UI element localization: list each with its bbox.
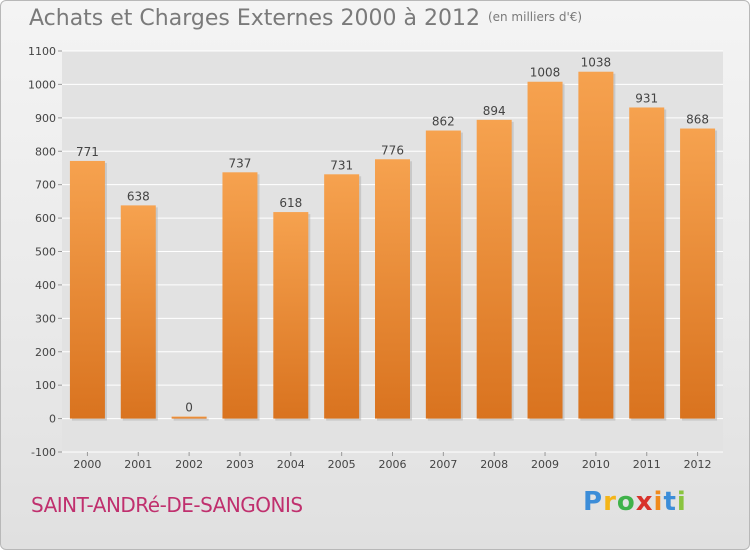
- data-label: 776: [381, 143, 404, 157]
- x-tick-label: 2002: [175, 458, 203, 471]
- data-label: 737: [229, 156, 252, 170]
- x-tick-label: 2008: [480, 458, 508, 471]
- y-tick-label: 200: [35, 346, 56, 359]
- title-text: Achats et Charges Externes 2000 à 2012: [29, 6, 480, 31]
- x-tick-label: 2012: [684, 458, 712, 471]
- logo-letter: P: [583, 487, 604, 517]
- y-tick-label: 100: [35, 379, 56, 392]
- logo-letter: i: [653, 487, 664, 517]
- x-tick-label: 2009: [531, 458, 559, 471]
- logo-letter: o: [616, 487, 636, 517]
- data-label: 894: [483, 104, 506, 118]
- logo-letter: x: [635, 487, 654, 517]
- y-axis: -100 0 100 200 300 400 500 600 700 800 900 1000 1100: [28, 45, 62, 459]
- x-tick-label: 2005: [328, 458, 356, 471]
- bar-shadow: [173, 418, 209, 421]
- logo-letter: t: [663, 487, 677, 517]
- bar: [69, 160, 105, 419]
- bar: [578, 71, 614, 419]
- y-tick-label: 0: [49, 413, 56, 426]
- data-label: 618: [279, 196, 302, 210]
- chart-title: Achats et Charges Externes 2000 à 2012 (e…: [29, 6, 582, 31]
- data-label: 1008: [530, 66, 561, 80]
- y-tick-label: 300: [35, 312, 56, 325]
- bar: [273, 212, 309, 419]
- bar: [171, 416, 207, 419]
- y-tick-label: 900: [35, 112, 56, 125]
- data-label: 0: [185, 401, 193, 415]
- y-tick-label: 1100: [28, 45, 56, 58]
- bar: [324, 174, 360, 419]
- x-tick-label: 2003: [226, 458, 254, 471]
- bar: [222, 172, 258, 419]
- x-tick-label: 2000: [73, 458, 101, 471]
- data-label: 862: [432, 115, 455, 129]
- logo-letter: i: [676, 487, 687, 517]
- data-label: 868: [686, 113, 709, 127]
- data-label: 1038: [581, 56, 612, 70]
- logo-letter: r: [603, 487, 617, 517]
- data-label: 771: [76, 145, 99, 159]
- x-tick-label: 2006: [379, 458, 407, 471]
- chart-subtitle: (en milliers d'€): [487, 10, 583, 24]
- bar: [629, 107, 665, 419]
- bars: 771 638 0 737 618 731 776 862 894 1008 1038 931 868: [69, 56, 718, 421]
- x-tick-label: 2004: [277, 458, 305, 471]
- bar: [120, 205, 156, 419]
- proxiti-logo: Proxiti: [583, 487, 687, 517]
- y-tick-label: -100: [31, 446, 56, 459]
- bar: [425, 130, 461, 419]
- x-tick-label: 2007: [429, 458, 457, 471]
- y-tick-label: 1000: [28, 78, 56, 91]
- bar: [476, 119, 512, 419]
- bar: [375, 159, 410, 419]
- x-tick-label: 2011: [633, 458, 661, 471]
- bar: [527, 81, 563, 419]
- y-tick-label: 400: [35, 279, 56, 292]
- town-name: SAINT-ANDRé-DE-SANGONIS: [31, 493, 303, 517]
- y-tick-label: 600: [35, 212, 56, 225]
- bar: [680, 128, 716, 419]
- data-label: 931: [635, 91, 658, 105]
- data-label: 731: [330, 158, 353, 172]
- y-tick-label: 500: [35, 246, 56, 259]
- x-tick-label: 2010: [582, 458, 610, 471]
- y-tick-label: 700: [35, 179, 56, 192]
- y-tick-label: 800: [35, 145, 56, 158]
- x-axis: 2000 2001 2002 2003 2004 2005 2006 2007 2008 2009…: [73, 452, 712, 471]
- data-label: 638: [127, 189, 150, 203]
- x-tick-label: 2001: [124, 458, 152, 471]
